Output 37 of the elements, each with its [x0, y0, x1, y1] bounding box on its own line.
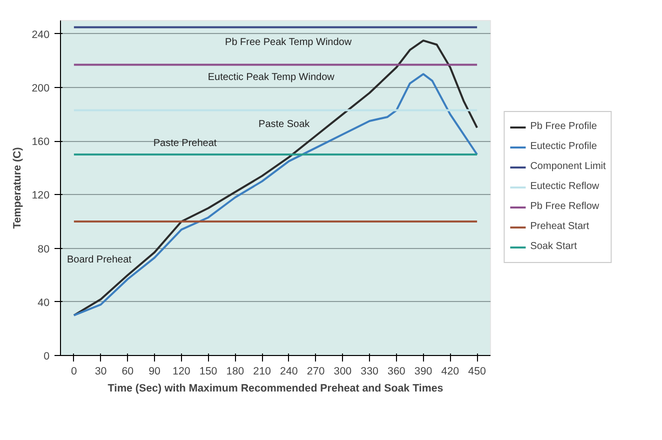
y-axis-title: Temperature (C): [12, 146, 24, 229]
x-tick-label: 60: [122, 366, 134, 378]
x-tick-label: 330: [360, 366, 379, 378]
x-tick-label: 210: [253, 366, 272, 378]
x-tick-label: 390: [414, 366, 432, 378]
x-tick-label: 30: [94, 366, 107, 378]
annotation: Pb Free Peak Temp Window: [225, 36, 352, 48]
legend-label: Eutectic Reflow: [530, 181, 600, 192]
x-tick-label: 0: [70, 366, 77, 378]
y-tick-label: 120: [32, 190, 50, 202]
y-tick-label: 160: [32, 136, 50, 148]
y-tick-label: 40: [38, 296, 50, 309]
legend-label: Preheat Start: [530, 221, 590, 232]
y-tick-label: 200: [32, 82, 50, 94]
annotation: Paste Soak: [258, 118, 311, 130]
legend-label: Pb Free Profile: [530, 121, 597, 132]
x-tick-label: 450: [468, 366, 486, 378]
annotation: Paste Preheat: [153, 138, 217, 149]
y-tick-label: 80: [38, 243, 50, 256]
x-tick-label: 360: [388, 366, 406, 378]
x-tick-label: 120: [172, 366, 190, 378]
x-axis-title: Time (Sec) with Maximum Recommended Preheat and Soak Times: [108, 382, 444, 394]
y-tick-label: 0: [44, 350, 50, 362]
x-tick-label: 240: [280, 366, 298, 378]
y-tick-label: 240: [32, 28, 50, 41]
legend-label: Component Limit: [530, 161, 606, 172]
x-tick-label: 270: [306, 366, 325, 378]
x-tick-label: 180: [226, 366, 244, 378]
x-tick-label: 150: [199, 366, 218, 378]
annotation: Eutectic Peak Temp Window: [208, 72, 336, 83]
annotation: Board Preheat: [66, 254, 132, 266]
legend-label: Soak Start: [530, 241, 577, 252]
x-tick-label: 300: [334, 366, 352, 378]
legend-label: Eutectic Profile: [530, 141, 597, 152]
x-tick-label: 420: [441, 366, 460, 378]
legend-label: Pb Free Reflow: [530, 201, 600, 212]
x-tick-label: 90: [148, 366, 161, 378]
